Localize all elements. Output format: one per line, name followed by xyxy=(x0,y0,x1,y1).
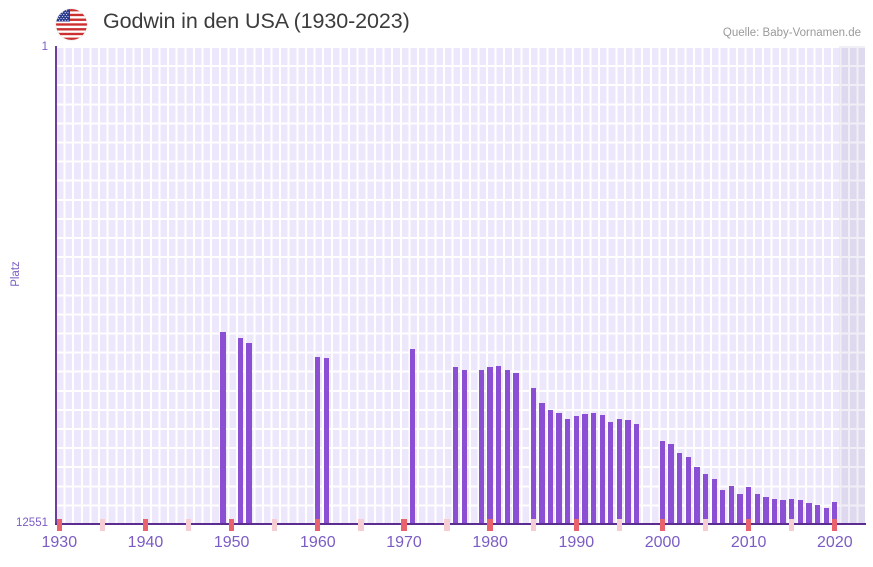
chart-bar xyxy=(711,478,717,524)
chart-bar xyxy=(814,505,821,524)
chart-bar xyxy=(530,388,536,524)
chart-bar xyxy=(315,356,321,524)
baseline-tick-major xyxy=(573,519,579,531)
baseline-tick-major xyxy=(228,519,235,531)
baseline-tick-major xyxy=(659,519,666,531)
chart-bar xyxy=(453,366,459,524)
chart-bar xyxy=(763,496,769,524)
chart-bar xyxy=(677,452,683,524)
baseline-tick-minor xyxy=(99,519,106,531)
chart-bar xyxy=(806,503,812,524)
baseline-tick-minor xyxy=(616,519,623,531)
baseline-tick-minor xyxy=(530,519,536,531)
baseline-tick-major xyxy=(56,519,62,531)
baseline-tick-minor xyxy=(272,519,278,531)
chart-bar xyxy=(797,499,804,524)
usa-flag-icon xyxy=(56,9,87,40)
chart-header: Godwin in den USA (1930-2023) Quelle: Ba… xyxy=(0,0,873,46)
chart-bar xyxy=(832,501,838,524)
y-tick-top: 1 xyxy=(41,41,48,53)
page-title: Godwin in den USA (1930-2023) xyxy=(103,9,410,33)
chart-bar xyxy=(565,419,571,524)
baseline-tick-minor xyxy=(702,519,709,531)
chart-plot-area xyxy=(55,46,865,524)
chart-bar xyxy=(487,366,493,524)
chart-bar xyxy=(625,420,631,524)
chart-bar xyxy=(409,349,416,524)
baseline-tick-minor xyxy=(789,519,795,531)
chart-bar xyxy=(633,424,640,524)
chart-bar xyxy=(478,369,485,524)
x-tick-label: 1930 xyxy=(41,534,78,551)
baseline-tick-minor xyxy=(185,519,192,531)
chart-bar xyxy=(616,418,623,524)
chart-x-axis-line xyxy=(55,523,866,525)
x-tick-label: 2000 xyxy=(644,534,681,551)
x-tick-label: 1940 xyxy=(127,534,164,551)
chart-y-axis-line xyxy=(55,46,57,525)
x-tick-label: 1980 xyxy=(472,534,508,551)
chart-bar xyxy=(780,499,786,524)
x-tick-label: 1990 xyxy=(558,534,595,551)
baseline-tick-major xyxy=(832,519,838,531)
chart-bar xyxy=(659,441,666,524)
chart-bar xyxy=(789,498,795,524)
baseline-tick-minor xyxy=(358,519,364,531)
chart-bar xyxy=(323,358,330,524)
chart-bar xyxy=(737,493,743,524)
chart-bar xyxy=(539,403,545,524)
chart-bar xyxy=(496,365,502,524)
chart-bar xyxy=(246,342,252,524)
chart-bar xyxy=(547,410,554,524)
baseline-tick-major xyxy=(401,519,407,531)
x-tick-label: 1960 xyxy=(300,534,336,551)
chart-bar xyxy=(745,487,752,524)
x-tick-label: 2010 xyxy=(730,534,767,551)
chart-bar xyxy=(720,489,726,524)
chart-bar xyxy=(668,444,674,524)
chart-gridlines xyxy=(55,46,865,524)
chart-bar xyxy=(694,466,700,524)
chart-bar xyxy=(513,372,519,524)
chart-bar xyxy=(461,370,467,524)
chart-bar xyxy=(556,413,562,524)
chart-bar xyxy=(823,507,829,524)
baseline-tick-major xyxy=(745,519,752,531)
chart-bar xyxy=(728,485,735,524)
chart-bar xyxy=(237,337,243,524)
source-label: Quelle: Baby-Vornamen.de xyxy=(722,27,861,39)
chart-bar xyxy=(608,421,614,524)
chart-bar xyxy=(582,414,588,524)
chart-bar xyxy=(685,456,691,524)
chart-bar xyxy=(599,414,605,524)
y-axis-title: Platz xyxy=(10,261,22,287)
chart-bar xyxy=(702,473,709,524)
chart-bar xyxy=(754,493,760,524)
chart-bar xyxy=(504,370,511,524)
chart-bar xyxy=(771,498,778,524)
chart-bar xyxy=(590,413,597,524)
y-tick-bottom: 12551 xyxy=(16,517,48,529)
x-tick-label: 2020 xyxy=(817,534,853,551)
chart-bar xyxy=(220,332,226,524)
baseline-tick-major xyxy=(142,519,149,531)
baseline-tick-minor xyxy=(444,519,450,531)
baseline-tick-major xyxy=(315,519,321,531)
x-tick-label: 1950 xyxy=(213,534,250,551)
baseline-tick-major xyxy=(487,519,493,531)
x-tick-label: 1970 xyxy=(386,534,422,551)
chart-bar xyxy=(573,416,579,524)
